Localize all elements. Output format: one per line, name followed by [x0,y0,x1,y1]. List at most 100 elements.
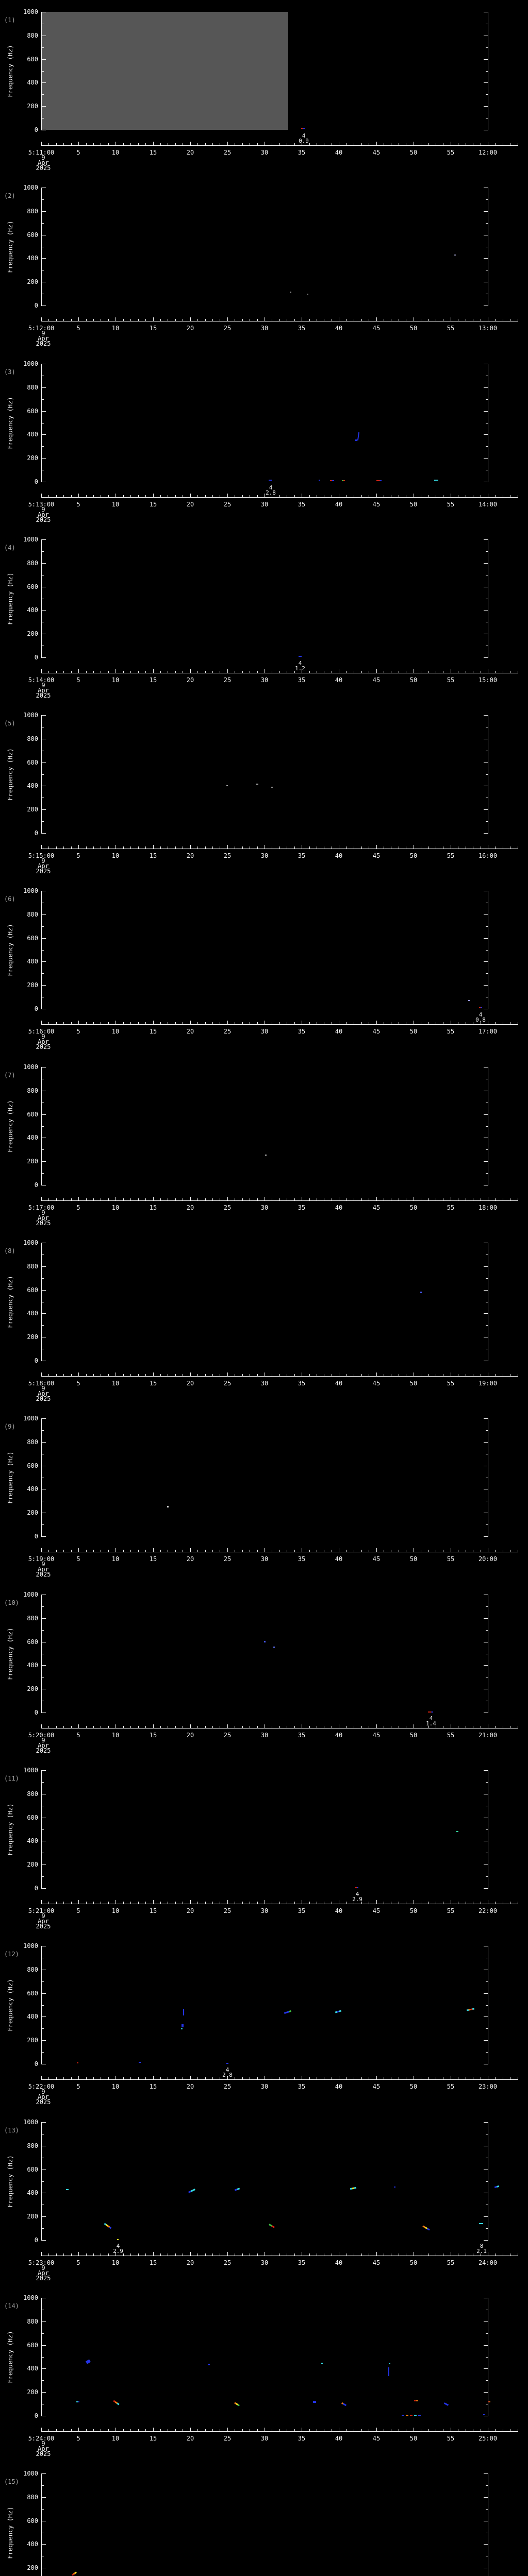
y-tick [42,1149,44,1150]
date-label: Apr [38,1214,49,1222]
x-tick-label: 45 [372,1907,381,1914]
x-tick [93,495,94,497]
x-tick-label: 50 [409,852,418,859]
y-tick-label: 1000 [23,1415,38,1422]
x-tick [346,2253,347,2256]
x-tick [309,671,310,673]
x-tick [257,1902,258,1904]
y-tick-label: 400 [27,1662,38,1669]
panel-index-label: (2) [4,192,15,199]
x-tick-label: 35 [298,1907,306,1914]
x-tick [160,1550,161,1552]
x-tick [56,1198,57,1200]
x-tick [71,1550,72,1552]
x-tick-label: 10 [111,1028,120,1035]
x-tick [86,671,87,673]
y-tick [42,1278,44,1279]
x-tick [294,1550,295,1552]
frequency-axis-label: Frequency (Hz) [7,1100,14,1153]
x-tick-label: 30 [260,1555,269,1563]
right-y-tick [484,1665,488,1666]
y-tick [42,387,46,388]
y-tick [42,1618,46,1619]
x-tick [257,1374,258,1376]
x-tick [56,1374,57,1376]
x-tick [123,1022,124,1024]
y-tick-label: 400 [27,1837,38,1844]
x-tick [227,669,228,673]
x-tick [160,1198,161,1200]
right-y-tick [484,610,488,611]
x-tick [205,2429,206,2431]
x-tick [428,2077,429,2079]
y-tick [42,1829,44,1830]
right-y-tick [486,973,488,974]
x-tick [41,2428,42,2431]
x-tick-label: 50 [409,2083,418,2090]
x-tick [190,494,191,497]
start-time-label: 5:13:00 [28,501,55,508]
x-tick [130,1902,131,1904]
event-mark [389,2363,390,2365]
event-mark [284,2010,291,2014]
y-tick [42,2357,44,2358]
x-tick [175,846,176,849]
y-axis [41,891,42,1009]
x-tick [309,2429,310,2431]
right-y-tick [484,59,488,60]
start-time-label: 5:24:00 [28,2435,55,2442]
x-tick [78,669,79,673]
x-tick [108,2077,109,2079]
y-tick-label: 200 [27,630,38,637]
x-tick [123,1198,124,1200]
x-tick [56,495,57,497]
x-tick [78,1197,79,1200]
x-tick [257,2077,258,2079]
x-tick [346,846,347,849]
x-tick [145,1374,146,1376]
y-tick-label: 0 [34,126,38,133]
x-tick [279,671,280,673]
y-tick [42,715,46,716]
right-y-tick [486,2181,488,2182]
right-y-tick [484,434,488,435]
right-y-tick [484,387,488,388]
x-tick [108,495,109,497]
right-y-tick [484,411,488,412]
y-tick-label: 400 [27,2540,38,2548]
x-tick [123,2077,124,2079]
event-mark [330,480,335,481]
date-label: 2025 [36,1219,51,1227]
x-tick [294,1022,295,1024]
x-tick-label: 30 [260,325,269,332]
x-tick [145,495,146,497]
x-tick [212,846,213,849]
x-tick-label: 25 [223,1028,232,1035]
right-y-tick [484,1313,488,1314]
y-tick-label: 800 [27,208,38,215]
end-time-label: 22:00 [478,1907,498,1914]
x-tick [130,1726,131,1728]
x-tick [495,1550,496,1552]
date-label: Apr [38,1918,49,1925]
x-tick [376,1900,377,1904]
x-tick [346,1726,347,1728]
x-tick [227,317,228,321]
y-tick-label: 1000 [23,2119,38,2126]
x-tick [56,2077,57,2079]
right-y-tick [486,223,488,224]
right-y-tick [484,809,488,810]
x-tick [130,1550,131,1552]
right-y-tick [484,657,488,658]
x-tick [197,319,198,321]
event-annotation-count: 4 [269,484,273,491]
date-label: 9 [41,1209,45,1216]
x-tick [212,1198,213,1200]
x-tick [123,1550,124,1552]
x-tick [309,1374,310,1376]
x-tick [227,1548,228,1552]
right-y-tick [484,563,488,564]
x-tick [108,1198,109,1200]
